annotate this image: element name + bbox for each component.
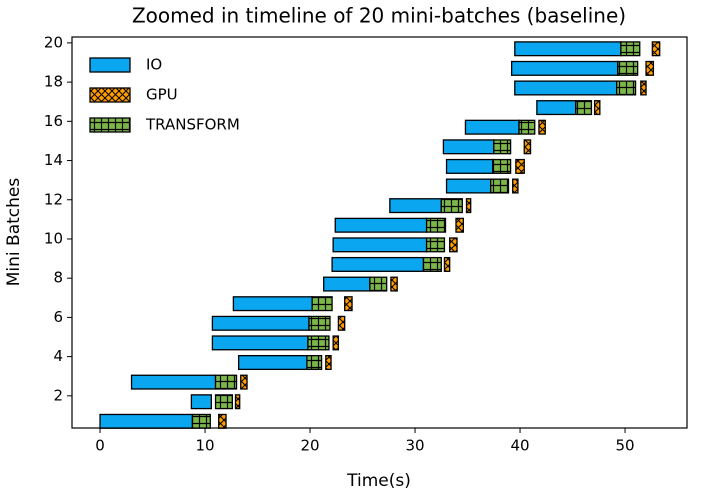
legend-label: GPU [146, 86, 178, 104]
y-tick-label: 4 [53, 347, 63, 365]
chart-title: Zoomed in timeline of 20 mini-batches (b… [132, 4, 626, 28]
bar [493, 139, 512, 155]
bar [306, 354, 323, 371]
bar [323, 276, 371, 292]
bar [211, 335, 309, 351]
bar [645, 60, 655, 76]
bar [442, 139, 495, 155]
bar [510, 60, 619, 76]
bar [214, 374, 238, 390]
bar [232, 296, 313, 312]
bar [390, 276, 398, 292]
bar [99, 413, 194, 429]
y-tick-label: 8 [53, 269, 63, 287]
bar [311, 296, 333, 312]
bar [514, 41, 622, 57]
legend-label: IO [146, 56, 162, 74]
bar [237, 354, 309, 371]
x-tick-label: 30 [405, 437, 424, 455]
legend-swatch [89, 117, 131, 133]
bar [234, 394, 241, 410]
bar [651, 41, 661, 57]
bar [190, 394, 212, 410]
legend-label: TRANSFORM [145, 116, 240, 134]
x-axis-label: Time(s) [346, 471, 411, 491]
bar [422, 256, 442, 272]
bar [575, 100, 593, 116]
y-tick-label: 10 [44, 229, 63, 247]
bar [130, 374, 217, 390]
bar [211, 315, 310, 331]
bar [514, 80, 618, 96]
bar [512, 178, 519, 194]
bar [620, 41, 641, 57]
bar [218, 413, 227, 429]
bar [640, 80, 647, 96]
bar [449, 237, 458, 253]
x-tick-label: 50 [616, 437, 635, 455]
bar [492, 158, 512, 174]
x-tick-label: 10 [195, 437, 214, 455]
bar [332, 237, 428, 253]
bar [440, 198, 463, 214]
y-tick-label: 14 [44, 151, 63, 169]
bar [369, 276, 388, 292]
bar [332, 335, 340, 351]
bar [308, 315, 331, 331]
bar [538, 119, 546, 135]
bar [425, 217, 447, 233]
bar [307, 335, 330, 351]
bar [455, 217, 464, 233]
bar [518, 119, 536, 135]
y-axis-label: Mini Batches [4, 178, 24, 287]
bar [465, 198, 472, 214]
bar [536, 100, 577, 116]
y-tick-label: 12 [44, 190, 63, 208]
bar [240, 374, 248, 390]
bar [617, 60, 639, 76]
y-tick-label: 20 [44, 33, 63, 51]
bar [191, 413, 211, 429]
x-tick-label: 40 [510, 437, 529, 455]
x-tick-label: 20 [300, 437, 319, 455]
bar [214, 394, 233, 410]
bar [489, 178, 510, 194]
legend-swatch [89, 57, 131, 73]
y-tick-label: 2 [53, 386, 63, 404]
bar [325, 354, 332, 371]
bar [523, 139, 532, 155]
bar [515, 158, 525, 174]
legend-swatch [89, 87, 131, 103]
bar [464, 119, 520, 135]
y-tick-label: 6 [53, 308, 63, 326]
bar [389, 198, 442, 214]
y-tick-label: 16 [44, 112, 63, 130]
bar [337, 315, 346, 331]
bar [615, 80, 637, 96]
plot-frame [71, 36, 688, 429]
y-tick-label: 18 [44, 73, 63, 91]
bar [331, 256, 425, 272]
bar [445, 178, 492, 194]
bar [334, 217, 428, 233]
bar [593, 100, 601, 116]
bar [344, 296, 353, 312]
bar [425, 237, 446, 253]
bar [445, 158, 494, 174]
bar [443, 256, 451, 272]
x-tick-label: 0 [95, 437, 105, 455]
